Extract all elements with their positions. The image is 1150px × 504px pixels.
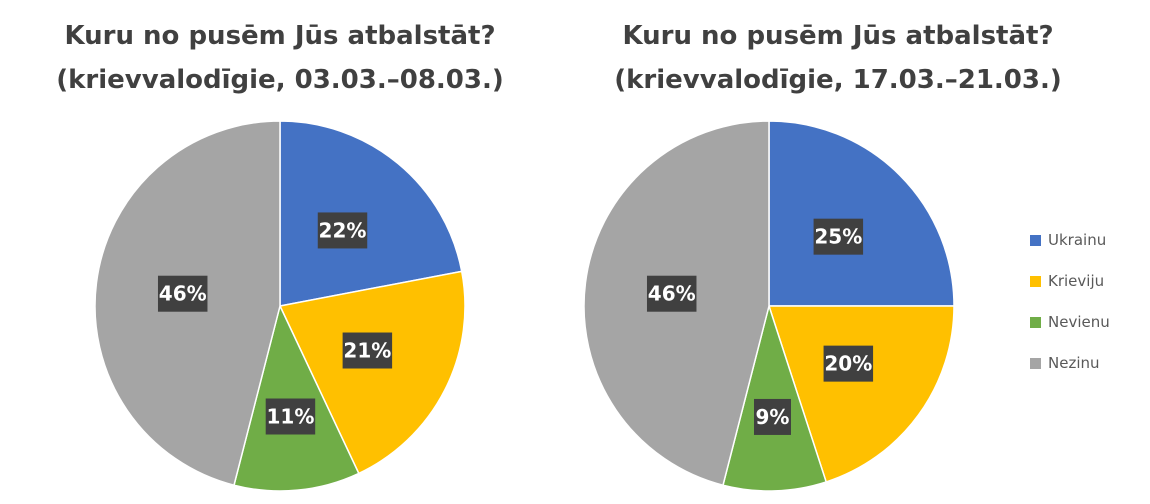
legend-swatch-nezinu: [1030, 357, 1041, 369]
pie-right-label-nezinu: 46%: [648, 282, 696, 306]
chart-title-right-line1: Kuru no pusēm Jūs atbalstāt?: [622, 21, 1054, 51]
legend-item-nezinu: Nezinu: [1030, 353, 1140, 373]
legend-item-ukrainu: Ukrainu: [1030, 230, 1140, 250]
pie-left-label-bg-krieviju: [342, 332, 393, 369]
legend-swatch-ukrainu: [1030, 234, 1041, 246]
pie-right-slice-nevienu: [722, 303, 828, 492]
legend-label-ukrainu: Ukrainu: [1048, 231, 1107, 249]
chart-title-left: Kuru no pusēm Jūs atbalstāt? (krievvalod…: [20, 14, 540, 102]
pie-left-label-bg-nezinu: [157, 275, 208, 312]
pie-left-label-bg-ukrainu: [317, 212, 368, 249]
pie-chart-left: 22% 21% 11% 46%: [94, 120, 466, 492]
legend-label-nezinu: Nezinu: [1048, 354, 1100, 372]
pie-right-slice-krieviju: [767, 305, 955, 483]
legend: Ukrainu Krieviju Nevienu Nezinu: [1030, 230, 1140, 394]
pie-left-label-krieviju: 21%: [343, 339, 391, 363]
legend-item-nevienu: Nevienu: [1030, 312, 1140, 332]
pie-right-label-bg-nezinu: [646, 275, 697, 312]
chart-title-right: Kuru no pusēm Jūs atbalstāt? (krievvalod…: [578, 14, 1098, 102]
pie-right-label-krieviju: 20%: [824, 352, 872, 376]
pie-right-label-nevienu: 9%: [756, 405, 790, 429]
pie-left-label-nezinu: 46%: [159, 282, 207, 306]
pie-left-slice-nevienu: [233, 303, 360, 492]
pie-left-slice-ukrainu: [279, 120, 463, 307]
pie-right-label-bg-nevienu: [753, 398, 791, 435]
legend-item-krieviju: Krieviju: [1030, 271, 1140, 291]
pie-chart-right: 25% 20% 9% 46%: [583, 120, 955, 492]
pie-left-slice-krieviju: [278, 270, 466, 475]
pie-right-slice-ukrainu: [768, 120, 955, 307]
chart-title-left-line1: Kuru no pusēm Jūs atbalstāt?: [64, 21, 496, 51]
pie-left-label-bg-nevienu: [265, 398, 316, 435]
legend-swatch-krieviju: [1030, 275, 1041, 287]
chart-title-left-line2: (krievvalodīgie, 03.03.–08.03.): [56, 65, 504, 95]
pie-right-label-bg-ukrainu: [813, 218, 864, 255]
chart-title-right-line2: (krievvalodīgie, 17.03.–21.03.): [614, 65, 1062, 95]
pie-left-label-nevienu: 11%: [267, 405, 315, 429]
pie-right-label-bg-krieviju: [823, 345, 874, 382]
legend-label-nevienu: Nevienu: [1048, 313, 1110, 331]
legend-label-krieviju: Krieviju: [1048, 272, 1105, 290]
pie-right-label-ukrainu: 25%: [814, 225, 862, 249]
legend-swatch-nevienu: [1030, 316, 1041, 328]
pie-left-label-ukrainu: 22%: [319, 218, 367, 242]
